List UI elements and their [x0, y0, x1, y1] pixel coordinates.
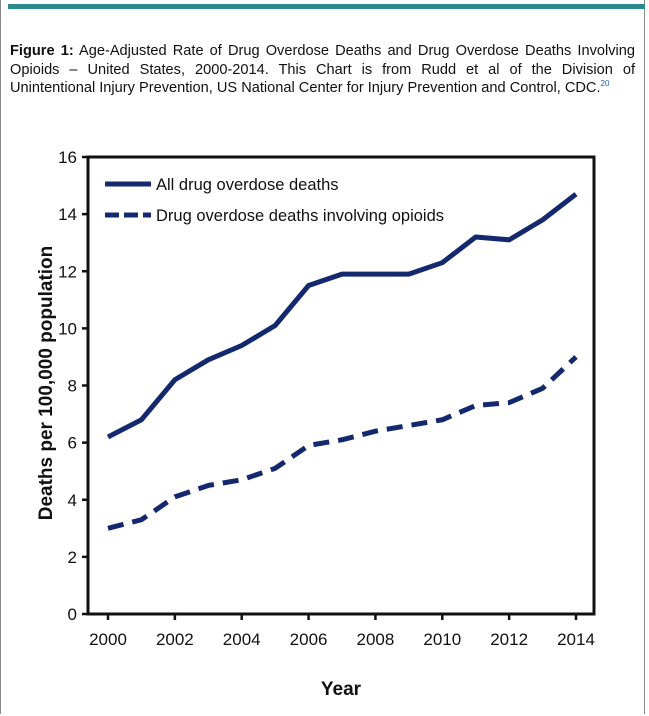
series-line-opioids: [107, 355, 578, 531]
legend-label: Drug overdose deaths involving opioids: [156, 207, 444, 225]
plot-frame: [86, 155, 596, 616]
x-tick-label: 2010: [423, 630, 461, 649]
y-tick-label: 8: [68, 377, 77, 396]
y-axis-label: Deaths per 100,000 population: [36, 246, 57, 521]
figure-caption-text: Age-Adjusted Rate of Drug Overdose Death…: [10, 43, 635, 96]
x-tick-label: 2000: [89, 630, 127, 649]
y-tick-label: 4: [68, 491, 77, 510]
x-tick-label: 2002: [156, 630, 194, 649]
y-tick-label: 12: [58, 262, 77, 281]
figure-label: Figure 1:: [10, 43, 74, 59]
y-tick-label: 2: [68, 548, 77, 567]
x-tick-label: 2006: [290, 630, 328, 649]
x-tick-label: 2014: [557, 630, 595, 649]
x-tick-label: 2008: [357, 630, 395, 649]
y-tick-label: 0: [68, 605, 77, 624]
accent-bar: [8, 4, 645, 9]
series-line-all-drug: [106, 192, 578, 440]
y-tick-label: 16: [58, 148, 77, 167]
y-tick-label: 14: [58, 205, 77, 224]
x-tick-label: 2012: [490, 630, 528, 649]
legend-label: All drug overdose deaths: [156, 176, 339, 194]
figure-caption: Figure 1: Age-Adjusted Rate of Drug Over…: [10, 42, 635, 98]
reference-number: 20: [600, 79, 610, 89]
y-tick-label: 10: [58, 319, 77, 338]
x-tick-label: 2004: [223, 630, 261, 649]
y-tick-label: 6: [68, 434, 77, 453]
x-axis-label: Year: [321, 679, 362, 700]
